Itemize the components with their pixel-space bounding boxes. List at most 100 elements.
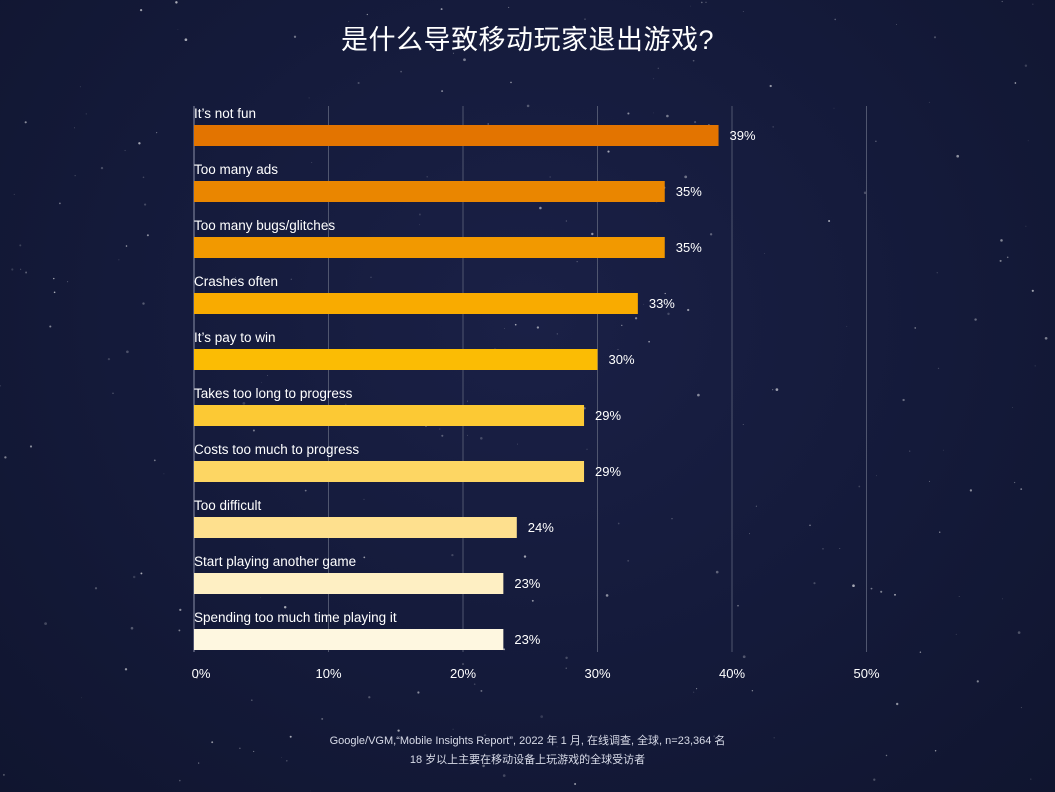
star xyxy=(666,114,669,118)
star xyxy=(667,312,670,316)
bar xyxy=(194,461,585,482)
x-tick-label: 10% xyxy=(315,666,341,681)
star xyxy=(370,276,372,278)
star xyxy=(503,328,505,329)
star xyxy=(281,757,282,758)
star xyxy=(142,176,145,179)
star xyxy=(969,489,973,492)
star xyxy=(873,778,876,781)
star xyxy=(697,393,700,397)
star xyxy=(742,11,744,13)
star xyxy=(694,121,697,124)
star xyxy=(138,142,141,145)
star xyxy=(304,489,307,492)
star xyxy=(937,367,940,370)
star xyxy=(345,403,347,405)
star xyxy=(283,605,287,609)
star xyxy=(508,6,510,8)
star xyxy=(875,140,877,142)
star xyxy=(293,35,297,38)
star xyxy=(772,126,774,128)
star xyxy=(440,8,443,11)
star xyxy=(74,175,76,177)
star xyxy=(664,292,666,295)
star xyxy=(510,81,512,84)
footnote-line-2: 18 岁以上主要在移动设备上玩游戏的全球受访者 xyxy=(409,754,646,766)
star xyxy=(653,112,654,114)
star xyxy=(574,783,577,785)
star xyxy=(539,206,542,210)
star xyxy=(576,261,578,263)
value-label: 29% xyxy=(595,464,621,479)
star xyxy=(880,590,883,593)
star xyxy=(671,518,673,520)
category-label: Spending too much time playing it xyxy=(194,610,397,625)
value-label: 39% xyxy=(730,128,756,143)
star xyxy=(1006,256,1009,259)
bar xyxy=(194,517,517,538)
star xyxy=(363,556,366,559)
star xyxy=(1025,225,1027,227)
value-label: 33% xyxy=(649,296,675,311)
star xyxy=(253,750,255,752)
star xyxy=(153,459,156,462)
star xyxy=(928,101,930,103)
star xyxy=(124,149,126,152)
star xyxy=(715,570,719,574)
bar xyxy=(194,181,665,202)
star xyxy=(1001,598,1003,600)
star xyxy=(242,402,246,405)
star xyxy=(526,104,530,108)
star xyxy=(140,572,143,575)
star xyxy=(858,485,861,488)
star xyxy=(936,272,938,274)
star xyxy=(53,277,55,280)
star xyxy=(1032,3,1034,5)
star xyxy=(764,253,766,254)
star xyxy=(94,587,98,590)
chart-title: 是什么导致移动玩家退出游戏? xyxy=(340,25,714,55)
star xyxy=(751,690,754,692)
category-label: Too many bugs/glitches xyxy=(194,218,335,233)
star xyxy=(885,754,888,757)
star xyxy=(586,448,588,450)
star xyxy=(1044,336,1048,340)
star xyxy=(29,445,33,448)
star xyxy=(130,626,134,630)
star xyxy=(605,594,609,597)
star xyxy=(523,555,527,558)
footnote-line-1: Google/VGM,“Mobile Insights Report”, 202… xyxy=(329,735,726,747)
category-label: Takes too long to progress xyxy=(194,386,353,401)
star xyxy=(742,424,744,426)
star xyxy=(59,202,61,205)
star xyxy=(1014,82,1017,84)
star xyxy=(939,531,941,533)
star xyxy=(1031,289,1034,292)
star xyxy=(742,655,746,659)
star xyxy=(958,596,960,598)
star xyxy=(81,697,82,699)
star xyxy=(617,349,619,350)
star xyxy=(755,505,757,507)
star xyxy=(250,699,253,702)
star xyxy=(894,593,896,596)
star xyxy=(175,1,178,4)
star xyxy=(621,324,623,327)
star xyxy=(462,663,464,665)
star xyxy=(1030,778,1032,780)
star xyxy=(25,271,28,274)
star xyxy=(290,278,292,280)
star xyxy=(648,340,650,343)
star xyxy=(451,553,454,557)
star xyxy=(239,747,241,749)
star xyxy=(607,150,610,153)
star xyxy=(822,548,824,550)
star xyxy=(956,154,960,158)
star xyxy=(198,762,200,764)
star xyxy=(126,350,129,354)
star xyxy=(627,559,630,562)
star xyxy=(482,764,485,768)
star xyxy=(687,308,690,312)
x-tick-label: 50% xyxy=(853,666,879,681)
star xyxy=(549,176,551,178)
